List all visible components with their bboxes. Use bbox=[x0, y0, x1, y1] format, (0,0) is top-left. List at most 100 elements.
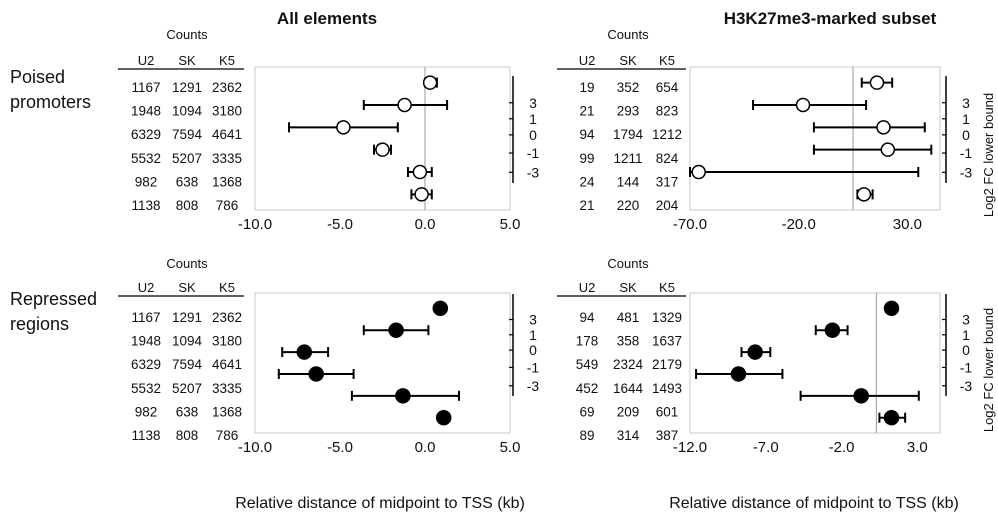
poised-all-count-cell: 1291 bbox=[172, 80, 202, 95]
repressed-h3k27-point bbox=[824, 322, 841, 338]
repressed-all-point bbox=[395, 388, 411, 404]
repressed-h3k27-count-col-SK: SK bbox=[619, 280, 637, 295]
poised-h3k27-count-cell: 94 bbox=[579, 127, 595, 142]
poised-h3k27-x-tick-label: -70.0 bbox=[673, 216, 707, 233]
repressed-all-side-scale-label: 3 bbox=[529, 312, 537, 328]
poised-h3k27-point bbox=[795, 97, 811, 113]
repressed-h3k27-count-cell: 209 bbox=[617, 404, 640, 419]
poised-all-x-tick-label: -5.0 bbox=[327, 216, 353, 233]
poised-all-side-scale-label: -3 bbox=[527, 164, 540, 180]
repressed-h3k27-side-scale-label: 1 bbox=[962, 327, 970, 343]
poised-h3k27-count-cell: 99 bbox=[579, 151, 594, 166]
poised-all-count-cell: 1948 bbox=[131, 104, 161, 119]
poised-all-side-scale-label: 1 bbox=[529, 111, 537, 127]
repressed-h3k27-count-cell: 358 bbox=[617, 334, 640, 349]
repressed-all-plot-frame bbox=[254, 292, 511, 434]
repressed-h3k27-count-cell: 481 bbox=[617, 310, 640, 325]
repressed-all-count-cell: 7594 bbox=[172, 357, 203, 372]
poised-all-count-cell: 786 bbox=[216, 198, 239, 213]
poised-all-side-scale-label: 0 bbox=[529, 127, 537, 143]
repressed-h3k27-count-cell: 314 bbox=[617, 428, 640, 443]
poised-all-count-col-K5: K5 bbox=[219, 53, 235, 68]
poised-h3k27-count-cell: 24 bbox=[579, 174, 595, 189]
poised-all-count-cell: 1138 bbox=[131, 198, 160, 213]
poised-h3k27-side-scale-label: 1 bbox=[962, 111, 970, 127]
repressed-all-count-cell: 1948 bbox=[131, 334, 161, 349]
repressed-all-side-scale-label: -3 bbox=[527, 378, 540, 394]
repressed-h3k27-point bbox=[747, 344, 763, 360]
repressed-all-x-tick-label: -10.0 bbox=[238, 439, 272, 456]
repressed-h3k27-point bbox=[853, 388, 869, 404]
repressed-all-count-cell: 6329 bbox=[131, 357, 161, 372]
repressed-h3k27-count-cell: 2179 bbox=[652, 357, 682, 372]
repressed-all-point bbox=[296, 344, 313, 360]
poised-h3k27-count-cell: 21 bbox=[579, 198, 594, 213]
repressed-h3k27-count-cell: 601 bbox=[656, 404, 679, 419]
repressed-h3k27-count-cell: 452 bbox=[576, 381, 599, 396]
poised-all-count-cell: 7594 bbox=[172, 127, 203, 142]
side-label-bottom: Log2 FC lower bound bbox=[981, 308, 996, 432]
poised-all-count-cell: 3180 bbox=[212, 104, 242, 119]
poised-h3k27-count-cell: 220 bbox=[617, 198, 640, 213]
poised-all-point bbox=[397, 97, 412, 113]
repressed-all-count-cell: 4641 bbox=[212, 357, 242, 372]
poised-all-x-tick-label: -10.0 bbox=[238, 216, 272, 233]
poised-all-count-cell: 808 bbox=[176, 198, 199, 213]
poised-h3k27-count-cell: 824 bbox=[656, 151, 679, 166]
repressed-all-count-cell: 5532 bbox=[131, 381, 161, 396]
poised-all-side-scale-label: -1 bbox=[527, 145, 540, 161]
poised-h3k27-count-cell: 21 bbox=[579, 104, 594, 119]
repressed-h3k27-side-scale-label: 0 bbox=[962, 342, 970, 358]
repressed-all-side-scale-label: -1 bbox=[527, 359, 540, 375]
poised-h3k27-count-col-SK: SK bbox=[619, 53, 637, 68]
repressed-h3k27-point bbox=[883, 409, 900, 426]
poised-all-count-col-U2: U2 bbox=[138, 53, 155, 68]
repressed-all-count-cell: 638 bbox=[176, 404, 199, 419]
poised-h3k27-count-cell: 823 bbox=[656, 104, 679, 119]
repressed-all-side-scale-label: 0 bbox=[529, 342, 537, 358]
header-h3k27me3-subset: H3K27me3-marked subset bbox=[724, 9, 937, 28]
repressed-h3k27-x-tick-label: -7.0 bbox=[753, 439, 779, 456]
poised-all-point bbox=[414, 187, 429, 202]
poised-h3k27-count-cell: 352 bbox=[617, 80, 640, 95]
poised-h3k27-count-cell: 1794 bbox=[613, 127, 644, 142]
poised-h3k27-count-cell: 144 bbox=[617, 174, 640, 189]
repressed-h3k27-count-cell: 1644 bbox=[613, 381, 644, 396]
poised-all-count-cell: 1167 bbox=[131, 80, 160, 95]
repressed-all-counts-label: Counts bbox=[166, 256, 208, 271]
poised-all-x-tick-label: 0.0 bbox=[415, 216, 436, 233]
repressed-h3k27-count-cell: 387 bbox=[656, 428, 679, 443]
poised-all-count-cell: 6329 bbox=[131, 127, 161, 142]
repressed-h3k27-count-cell: 1637 bbox=[652, 334, 682, 349]
poised-all-counts-label: Counts bbox=[166, 27, 208, 42]
repressed-all-point bbox=[308, 366, 324, 382]
poised-h3k27-count-col-U2: U2 bbox=[579, 53, 596, 68]
poised-h3k27-plot-frame bbox=[689, 66, 941, 211]
poised-h3k27-count-cell: 1211 bbox=[613, 151, 642, 166]
poised-all-count-cell: 1368 bbox=[212, 174, 242, 189]
x-axis-label-right: Relative distance of midpoint to TSS (kb… bbox=[669, 495, 959, 512]
poised-all-plot-frame bbox=[254, 66, 511, 211]
repressed-h3k27-count-cell: 178 bbox=[576, 334, 599, 349]
repressed-h3k27-count-cell: 89 bbox=[579, 428, 594, 443]
poised-h3k27-point bbox=[691, 164, 706, 180]
repressed-all-count-cell: 1368 bbox=[212, 404, 242, 419]
poised-all-count-cell: 5207 bbox=[172, 151, 202, 166]
repressed-all-x-tick-label: 5.0 bbox=[500, 439, 521, 456]
poised-all-point bbox=[412, 164, 428, 180]
repressed-h3k27-plot-frame bbox=[689, 292, 941, 434]
repressed-h3k27-count-cell: 1493 bbox=[652, 381, 682, 396]
repressed-all-count-cell: 786 bbox=[216, 428, 239, 443]
repressed-all-point bbox=[435, 409, 452, 426]
repressed-all-count-cell: 1291 bbox=[172, 310, 202, 325]
poised-all-count-cell: 2362 bbox=[212, 80, 242, 95]
repressed-h3k27-x-tick-label: 3.0 bbox=[907, 439, 928, 456]
repressed-h3k27-count-col-U2: U2 bbox=[579, 280, 596, 295]
repressed-all-x-tick-label: 0.0 bbox=[415, 439, 436, 456]
repressed-all-x-tick-label: -5.0 bbox=[327, 439, 353, 456]
poised-h3k27-count-cell: 1212 bbox=[652, 127, 682, 142]
repressed-h3k27-side-scale-label: -1 bbox=[960, 359, 973, 375]
poised-h3k27-point bbox=[856, 187, 872, 202]
repressed-all-count-cell: 982 bbox=[135, 404, 158, 419]
poised-h3k27-count-cell: 293 bbox=[617, 104, 640, 119]
